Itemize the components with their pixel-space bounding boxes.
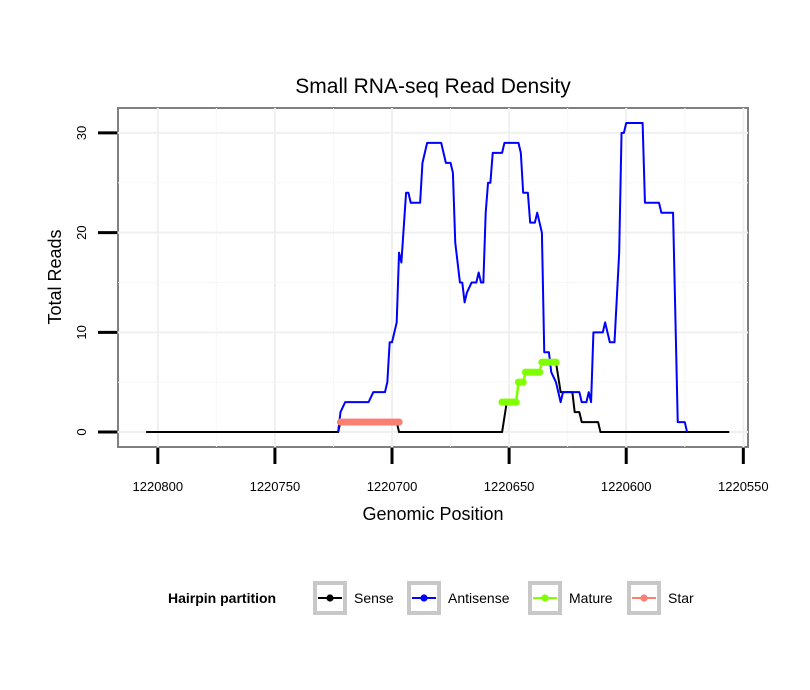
legend-label: Antisense xyxy=(448,590,510,606)
legend-key-point xyxy=(326,594,334,602)
y-tick-label: 30 xyxy=(74,126,89,140)
y-axis-title: Total Reads xyxy=(45,229,65,324)
x-tick-label: 1220800 xyxy=(133,479,184,494)
legend-item-mature: Mature xyxy=(528,581,613,615)
x-axis: 1220800 1220750 1220700 1220650 1220600 12205… xyxy=(133,448,769,494)
x-tick-label: 1220600 xyxy=(601,479,652,494)
legend-label: Sense xyxy=(354,590,394,606)
legend-key-point xyxy=(420,594,428,602)
x-tick-label: 1220700 xyxy=(367,479,418,494)
legend-label: Star xyxy=(668,590,694,606)
legend-title: Hairpin partition xyxy=(168,590,276,606)
legend-item-star: Star xyxy=(627,581,694,615)
legend-label: Mature xyxy=(569,590,613,606)
y-tick-label: 0 xyxy=(74,428,89,435)
series-point-mature xyxy=(535,368,544,376)
legend: Hairpin partition Sense Antisense Mature St… xyxy=(168,581,694,615)
legend-item-antisense: Antisense xyxy=(407,581,510,615)
legend-key-point xyxy=(541,594,549,602)
series-point-mature xyxy=(512,398,520,406)
series-point-mature xyxy=(552,358,560,366)
chart-title: Small RNA-seq Read Density xyxy=(295,75,571,98)
x-tick-label: 1220550 xyxy=(718,479,769,494)
legend-key-point xyxy=(640,594,648,602)
series-layer xyxy=(146,121,730,434)
series-point-star xyxy=(395,418,403,426)
legend-item-sense: Sense xyxy=(313,581,394,615)
series-line-antisense xyxy=(337,121,689,433)
x-axis-title: Genomic Position xyxy=(362,504,503,524)
y-tick-label: 10 xyxy=(74,325,89,339)
y-tick-label: 20 xyxy=(74,225,89,239)
x-tick-label: 1220750 xyxy=(250,479,301,494)
plot-panel xyxy=(117,107,749,448)
series-point-mature xyxy=(519,378,527,386)
x-tick-label: 1220650 xyxy=(484,479,535,494)
y-axis: 0 10 20 30 xyxy=(74,126,117,436)
